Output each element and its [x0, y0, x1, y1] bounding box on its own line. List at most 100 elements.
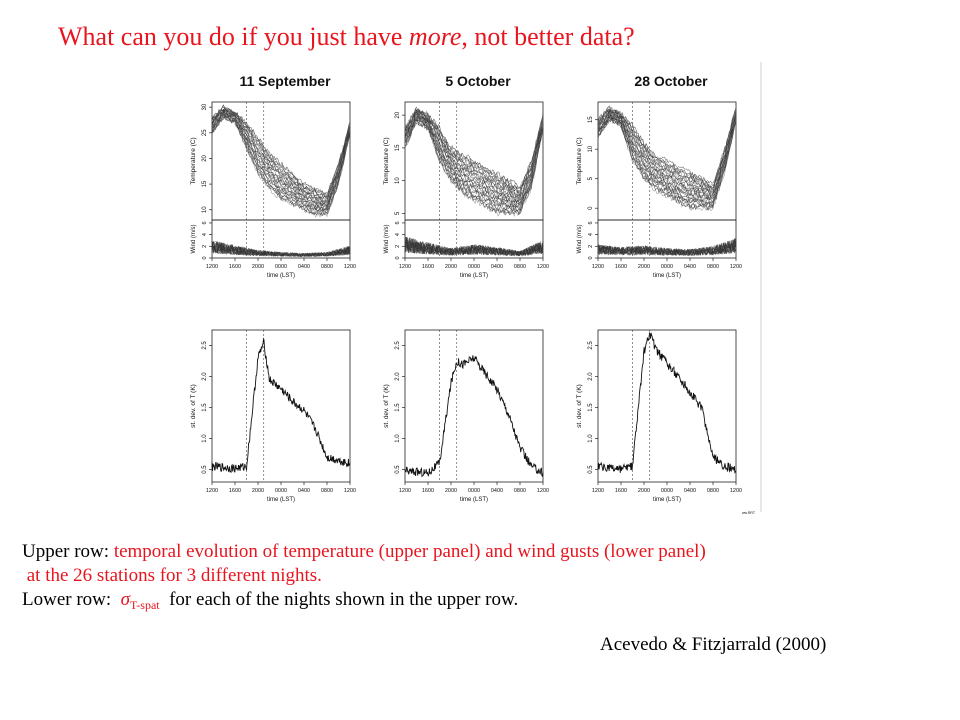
wind-ytick-label-1-3: 6 [395, 221, 401, 224]
temp-series-2-25 [597, 105, 737, 184]
upper-xtick-label-1-5: 0800 [514, 264, 526, 270]
stdev-ytick-label-1-4: 2.5 [395, 341, 401, 350]
upper-xtick-label-0-0: 1200 [206, 264, 218, 270]
caption-upper-row-text-cont: at the 26 stations for 3 different night… [22, 565, 322, 586]
wind-ytick-label-1-0: 0 [395, 256, 401, 259]
upper-xtick-label-0-4: 0400 [298, 264, 310, 270]
lower-xtick-label-0-0: 1200 [206, 488, 218, 494]
temp-ytick-label-0-4: 30 [202, 103, 208, 110]
panel-title-1: 5 October [445, 73, 511, 89]
temp-series-1-12 [404, 115, 544, 203]
lower-xlabel-2: time (LST) [653, 497, 681, 503]
lower-xtick-label-2-2: 2000 [638, 488, 650, 494]
lower-xtick-label-2-5: 0800 [707, 488, 719, 494]
upper-xtick-label-1-1: 1600 [422, 264, 434, 270]
upper-xtick-label-1-4: 0400 [491, 264, 503, 270]
temp-series-2-24 [597, 106, 737, 186]
title-text-before: What can you do if you just have [58, 22, 409, 51]
temp-ytick-label-0-1: 15 [202, 180, 208, 187]
stdev-plot-frame-1 [404, 329, 544, 483]
lower-xtick-label-1-6: 1200 [537, 488, 549, 494]
wind-ytick-label-2-3: 6 [588, 221, 594, 224]
upper-xtick-label-2-4: 0400 [684, 264, 696, 270]
wind-ytick-label-0-0: 0 [202, 256, 208, 259]
stdev-series-0 [211, 337, 351, 474]
stdev-ytick-label-1-3: 2.0 [395, 372, 401, 381]
upper-xtick-label-1-2: 2000 [445, 264, 457, 270]
stdev-ytick-label-1-2: 1.5 [395, 403, 401, 412]
citation: Acevedo & Fitzjarrald (2000) [600, 634, 827, 655]
wind-ytick-label-1-1: 2 [395, 245, 401, 248]
lower-xtick-label-2-3: 0000 [661, 488, 673, 494]
temp-ytick-label-1-0: 5 [395, 211, 401, 215]
title-text-emphasis: more [408, 22, 462, 51]
panel-title-2: 28 October [634, 73, 708, 89]
upper-xtick-label-0-3: 0000 [275, 264, 287, 270]
stdev-ytick-label-1-1: 1.0 [395, 434, 401, 443]
temp-series-1-22 [404, 109, 544, 192]
temp-ylabel-1: Temperature (C) [383, 137, 390, 184]
wind-ytick-label-0-3: 6 [202, 221, 208, 224]
lower-xtick-label-2-6: 1200 [730, 488, 742, 494]
lower-xtick-label-0-3: 0000 [275, 488, 287, 494]
stdev-ylabel-0: st. dev. of T (K) [190, 384, 197, 428]
lower-xtick-label-1-0: 1200 [399, 488, 411, 494]
lower-xlabel-0: time (LST) [267, 497, 295, 503]
upper-xtick-label-0-2: 2000 [252, 264, 264, 270]
temp-ytick-label-0-0: 10 [202, 206, 208, 213]
lower-xtick-label-0-1: 1600 [229, 488, 241, 494]
stdev-ytick-label-2-2: 1.5 [588, 403, 594, 412]
stdev-series-1 [404, 355, 544, 478]
upper-xlabel-2: time (LST) [653, 273, 681, 279]
panel-title-0: 11 September [239, 73, 331, 89]
temp-ytick-label-2-0: 0 [588, 206, 594, 210]
temp-series-0-23 [211, 106, 351, 199]
upper-xlabel-1: time (LST) [460, 273, 488, 279]
stdev-ytick-label-0-4: 2.5 [202, 341, 208, 350]
lower-xtick-label-0-4: 0400 [298, 488, 310, 494]
temp-series-1-6 [404, 117, 544, 210]
lower-xtick-label-0-2: 2000 [252, 488, 264, 494]
upper-xtick-label-2-3: 0000 [661, 264, 673, 270]
lower-xtick-label-0-5: 0800 [321, 488, 333, 494]
temp-ytick-label-2-1: 5 [588, 176, 594, 180]
caption-lower-row-label: Lower row: [22, 589, 121, 610]
temp-series-2-8 [597, 115, 737, 204]
temp-series-1-5 [404, 118, 544, 211]
figure-watermark: ww.RRT [742, 511, 756, 515]
temp-series-0-25 [211, 104, 351, 195]
wind-series-2-13 [597, 239, 737, 256]
upper-xtick-label-1-3: 0000 [468, 264, 480, 270]
wind-series-0-10 [211, 240, 351, 257]
temp-ytick-label-1-3: 20 [395, 111, 401, 118]
temp-series-1-4 [404, 117, 544, 212]
wind-ylabel-2: Wind (m/s) [577, 225, 583, 254]
upper-xlabel-0: time (LST) [267, 273, 295, 279]
wind-ytick-label-2-1: 2 [588, 245, 594, 248]
figure: 11 September 10 15 20 25 30 Temperature (C) 0 2 4… [190, 62, 765, 524]
lower-xtick-label-2-0: 1200 [592, 488, 604, 494]
upper-xtick-label-2-6: 1200 [730, 264, 742, 270]
lower-xtick-label-1-1: 1600 [422, 488, 434, 494]
temp-ytick-label-2-3: 15 [588, 116, 594, 123]
sigma-subscript: T-spat [130, 598, 160, 612]
upper-xtick-label-0-1: 1600 [229, 264, 241, 270]
upper-xtick-label-2-0: 1200 [592, 264, 604, 270]
wind-series-1-11 [404, 240, 544, 257]
stdev-series-2 [597, 332, 737, 474]
stdev-plot-frame-0 [211, 329, 351, 483]
upper-xtick-label-2-5: 0800 [707, 264, 719, 270]
slide-title: What can you do if you just have more, n… [58, 22, 635, 52]
temp-ytick-label-0-3: 25 [202, 129, 208, 136]
temp-ytick-label-1-2: 15 [395, 144, 401, 151]
caption: Upper row: temporal evolution of tempera… [22, 540, 922, 617]
temp-ylabel-2: Temperature (C) [576, 137, 583, 184]
stdev-ytick-label-1-0: 0.5 [395, 465, 401, 474]
wind-ylabel-0: Wind (m/s) [191, 225, 197, 254]
temp-series-2-1 [597, 116, 737, 211]
wind-series-2-12 [597, 238, 737, 256]
upper-xtick-label-2-2: 2000 [638, 264, 650, 270]
stdev-ytick-label-0-3: 2.0 [202, 372, 208, 381]
temp-ylabel-0: Temperature (C) [190, 137, 197, 184]
